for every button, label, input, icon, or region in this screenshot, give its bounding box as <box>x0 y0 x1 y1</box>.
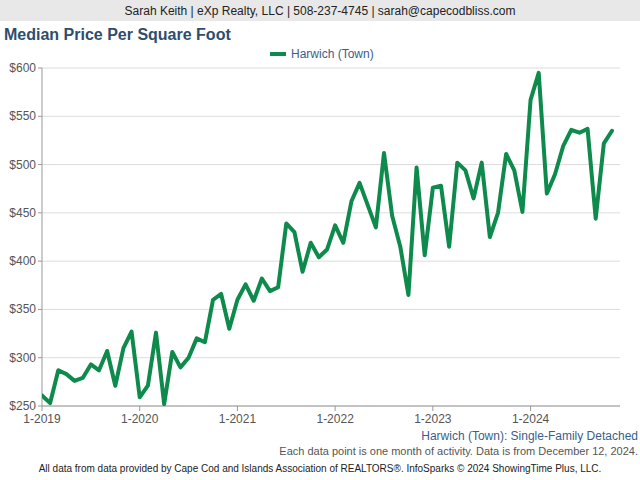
y-tick-label: $600 <box>9 61 36 75</box>
header: Sarah Keith | eXp Realty, LLC | 508-237-… <box>125 4 516 18</box>
y-tick-label: $300 <box>9 351 36 365</box>
y-tick <box>38 261 42 262</box>
title: Median Price Per Square Foot <box>4 26 231 43</box>
x-tick <box>530 406 531 411</box>
grid-line <box>42 212 620 213</box>
x-tick-label: 1-2019 <box>23 412 61 426</box>
x-tick-label: 1-2020 <box>121 412 159 426</box>
x-tick <box>237 406 238 411</box>
header-band <box>0 0 640 21</box>
y-tick-label: $250 <box>9 399 36 413</box>
series-line <box>42 73 612 404</box>
note: Each data point is one month of activity… <box>279 445 638 457</box>
y-axis <box>42 68 43 406</box>
subtitle: Harwich (Town): Single-Family Detached <box>421 429 638 443</box>
grid-line <box>42 261 620 262</box>
x-tick-label: 1-2023 <box>414 412 452 426</box>
x-axis <box>42 406 620 407</box>
y-tick-label: $450 <box>9 206 36 220</box>
y-tick <box>38 406 42 407</box>
x-tick-label: 1-2022 <box>316 412 354 426</box>
y-tick-label: $400 <box>9 254 36 268</box>
chart: Sarah Keith | eXp Realty, LLC | 508-237-… <box>0 0 640 480</box>
grid-line <box>42 357 620 358</box>
y-tick-label: $500 <box>9 158 36 172</box>
x-tick <box>335 406 336 411</box>
grid-line <box>42 309 620 310</box>
y-tick <box>38 309 42 310</box>
y-tick <box>38 116 42 117</box>
y-tick <box>38 212 42 213</box>
y-tick-label: $350 <box>9 302 36 316</box>
x-tick-label: 1-2021 <box>219 412 257 426</box>
x-tick <box>42 406 43 411</box>
y-tick <box>38 68 42 69</box>
x-tick-label: 1-2024 <box>512 412 550 426</box>
grid-line <box>42 68 620 69</box>
grid-line <box>42 116 620 117</box>
grid-line <box>42 164 620 165</box>
grid-line <box>42 406 620 407</box>
y-tick <box>38 164 42 165</box>
x-tick <box>139 406 140 411</box>
plot-area <box>42 73 612 404</box>
legend-swatch <box>270 52 286 56</box>
x-tick <box>432 406 433 411</box>
y-tick <box>38 357 42 358</box>
legend-label: Harwich (Town) <box>291 47 374 61</box>
y-tick-label: $550 <box>9 109 36 123</box>
footer: All data from data provided by Cape Cod … <box>39 463 602 474</box>
